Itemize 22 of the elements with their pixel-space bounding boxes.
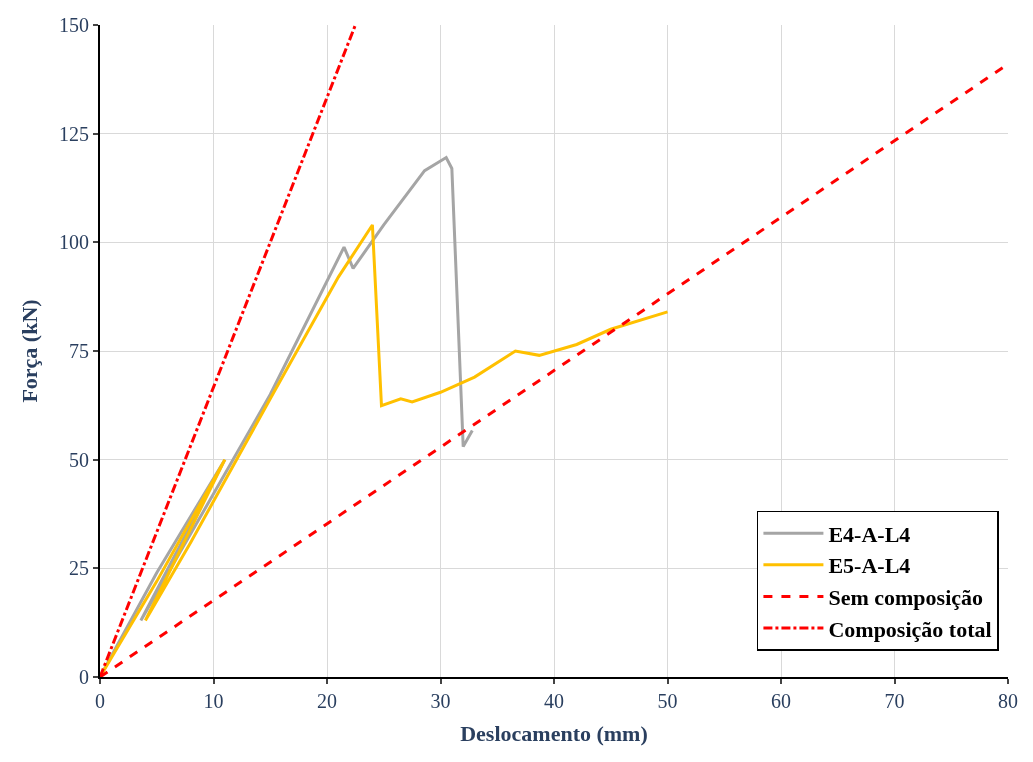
y-tick-label: 50 (69, 448, 89, 471)
y-tick-label: 150 (59, 14, 89, 36)
y-tick-label: 75 (69, 340, 89, 362)
x-tick-label: 80 (998, 690, 1018, 712)
legend-label: E5-A-L4 (828, 553, 911, 579)
y-tick-label: 125 (59, 122, 89, 145)
x-axis-title: Deslocamento (mm) (460, 721, 648, 747)
legend-label: E4-A-L4 (828, 521, 911, 547)
x-tick-label: 30 (430, 690, 451, 712)
x-tick-label: 50 (657, 690, 678, 712)
x-tick-label: 70 (884, 690, 905, 712)
y-axis-title: Força (kN) (17, 299, 43, 403)
y-tick-label: 0 (79, 666, 89, 688)
legend-label: Sem composição (828, 585, 984, 610)
x-tick-label: 10 (203, 690, 224, 712)
x-tick-label: 0 (95, 690, 105, 712)
y-tick-label: 100 (59, 231, 89, 254)
x-tick-label: 60 (771, 690, 791, 712)
x-tick-label: 40 (544, 690, 564, 712)
legend-label: Composição total (828, 616, 992, 642)
x-tick-label: 20 (317, 690, 337, 712)
y-tick-label: 25 (69, 557, 89, 580)
